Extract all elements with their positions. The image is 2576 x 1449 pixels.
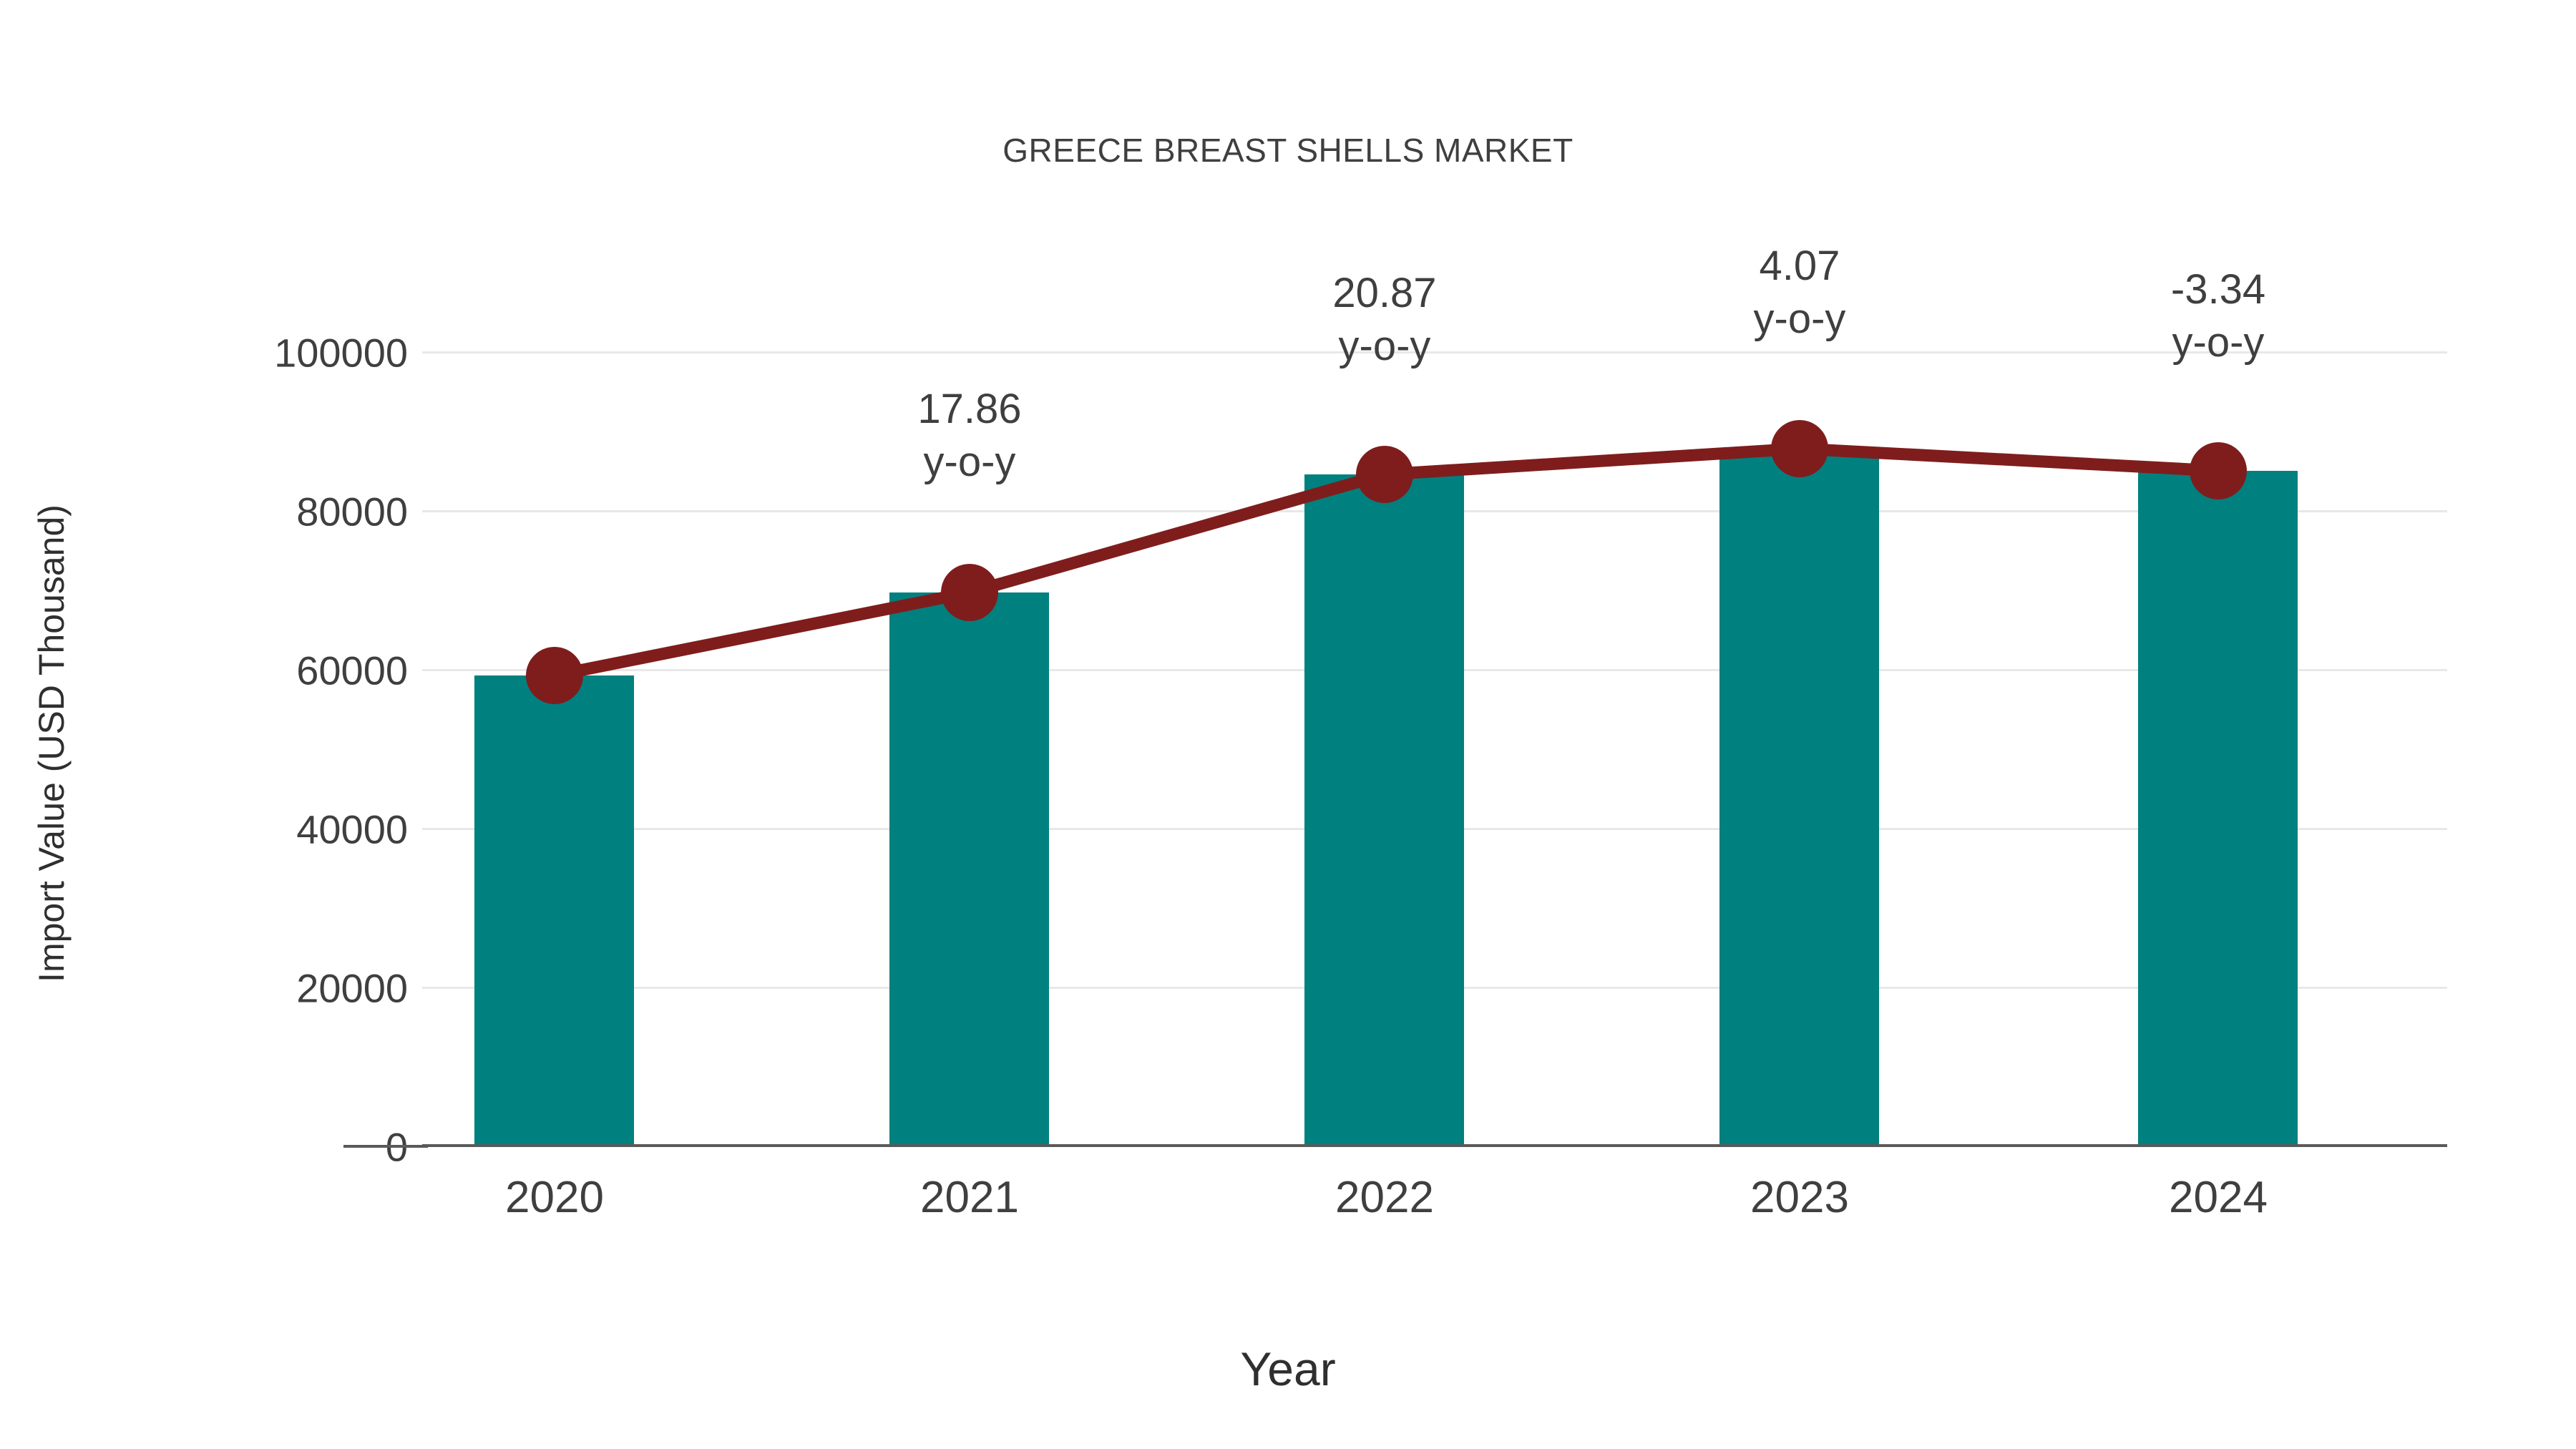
bar-2022[interactable] bbox=[1304, 474, 1464, 1147]
bar-2024[interactable] bbox=[2138, 471, 2298, 1147]
y-tick-label-20000: 20000 bbox=[296, 965, 408, 1011]
x-tick-label-2020: 2020 bbox=[505, 1173, 604, 1222]
annotation-2021-value: 17.86 bbox=[917, 386, 1022, 432]
y-axis-label: Import Value (USD Thousand) bbox=[31, 504, 72, 982]
annotation-2023-value: 4.07 bbox=[1759, 243, 1840, 289]
x-tick-label-2023: 2023 bbox=[1750, 1173, 1849, 1222]
x-tick-label-2021: 2021 bbox=[920, 1173, 1019, 1222]
annotation-2022-value: 20.87 bbox=[1332, 270, 1437, 316]
annotation-2021-unit: y-o-y bbox=[923, 439, 1016, 486]
y-tick-label-60000: 60000 bbox=[296, 648, 408, 693]
y-tick-label-40000: 40000 bbox=[296, 806, 408, 852]
x-tick-label-2024: 2024 bbox=[2169, 1173, 2268, 1222]
y-tick-label-100000: 100000 bbox=[274, 330, 408, 376]
x-tick-label-2022: 2022 bbox=[1335, 1173, 1434, 1222]
annotation-2023-unit: y-o-y bbox=[1753, 296, 1846, 343]
x-axis-label: Year bbox=[1240, 1342, 1336, 1395]
annotation-2022-unit: y-o-y bbox=[1338, 323, 1431, 370]
annotation-2021: 17.86 y-o-y bbox=[805, 383, 1134, 489]
x-axis-line bbox=[422, 1144, 2447, 1147]
plot-area bbox=[422, 315, 2447, 1147]
annotation-2022: 20.87 y-o-y bbox=[1220, 267, 1549, 373]
x-axis-line-extension bbox=[343, 1145, 428, 1148]
bar-2023[interactable] bbox=[1719, 449, 1879, 1147]
y-tick-label-80000: 80000 bbox=[296, 489, 408, 535]
annotation-2024-unit: y-o-y bbox=[2172, 319, 2265, 366]
annotation-2023: 4.07 y-o-y bbox=[1635, 240, 1964, 346]
bar-2021[interactable] bbox=[889, 592, 1049, 1147]
bar-2020[interactable] bbox=[474, 675, 634, 1147]
annotation-2024: -3.34 y-o-y bbox=[2054, 263, 2383, 369]
gridline-100000 bbox=[422, 351, 2447, 353]
annotation-2024-value: -3.34 bbox=[2170, 266, 2266, 313]
chart-title: GREECE BREAST SHELLS MARKET bbox=[1002, 132, 1574, 169]
